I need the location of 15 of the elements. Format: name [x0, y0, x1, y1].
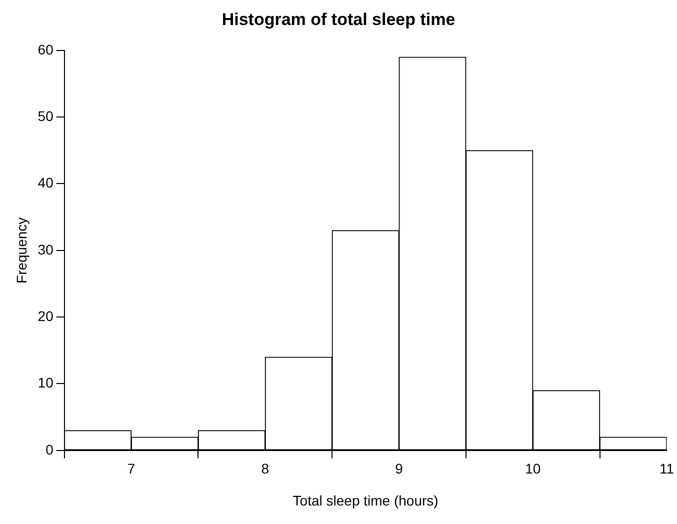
y-tick-label: 50 — [38, 108, 54, 124]
x-tick-label: 8 — [261, 460, 270, 477]
x-tick-label: 11 — [659, 460, 674, 477]
chart-title: Histogram of total sleep time — [222, 10, 456, 29]
y-tick-label: 10 — [38, 374, 54, 391]
y-tick-label: 40 — [38, 174, 54, 191]
x-tick-label: 9 — [395, 460, 404, 477]
x-axis-title: Total sleep time (hours) — [292, 492, 438, 508]
y-tick-label: 0 — [46, 441, 54, 458]
y-tick-label: 60 — [38, 41, 54, 58]
y-axis-title: Frequency — [13, 217, 30, 284]
x-tick-label: 10 — [525, 460, 541, 477]
y-tick-label: 30 — [38, 241, 54, 258]
y-tick-label: 20 — [38, 308, 54, 324]
x-tick-label: 7 — [127, 460, 136, 477]
